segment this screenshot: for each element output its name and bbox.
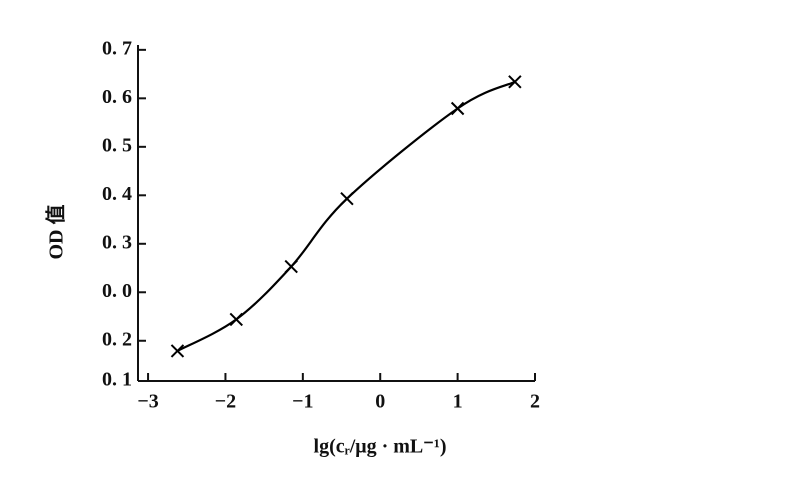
y-tick-label: 0. 0 bbox=[102, 280, 132, 302]
x-tick-label: 2 bbox=[530, 391, 540, 413]
point-marker bbox=[450, 101, 465, 116]
x-tick-label: −2 bbox=[215, 391, 236, 413]
point-marker bbox=[229, 312, 243, 327]
y-tick-label: 0. 6 bbox=[102, 86, 132, 108]
y-tick-label: 0. 4 bbox=[102, 183, 132, 205]
y-tick-label: 0. 2 bbox=[102, 328, 132, 350]
point-marker bbox=[340, 191, 354, 206]
y-tick-label: 0. 3 bbox=[102, 231, 132, 253]
y-tick-label: 0. 7 bbox=[102, 37, 132, 59]
point-marker bbox=[284, 259, 298, 274]
x-tick-label: −1 bbox=[292, 391, 313, 413]
x-tick-label: −3 bbox=[137, 391, 158, 413]
x-tick-label: 1 bbox=[453, 391, 463, 413]
curve bbox=[176, 80, 516, 352]
point-marker bbox=[170, 344, 185, 358]
x-axis-label: lg(cᵣ/μg · mL⁻¹) bbox=[314, 436, 447, 458]
y-axis-label: OD 值 bbox=[44, 205, 68, 260]
x-tick-label: 0 bbox=[375, 391, 385, 413]
point-marker bbox=[508, 75, 522, 89]
y-tick-label: 0. 5 bbox=[102, 134, 132, 156]
y-tick-label: 0. 1 bbox=[102, 369, 132, 391]
